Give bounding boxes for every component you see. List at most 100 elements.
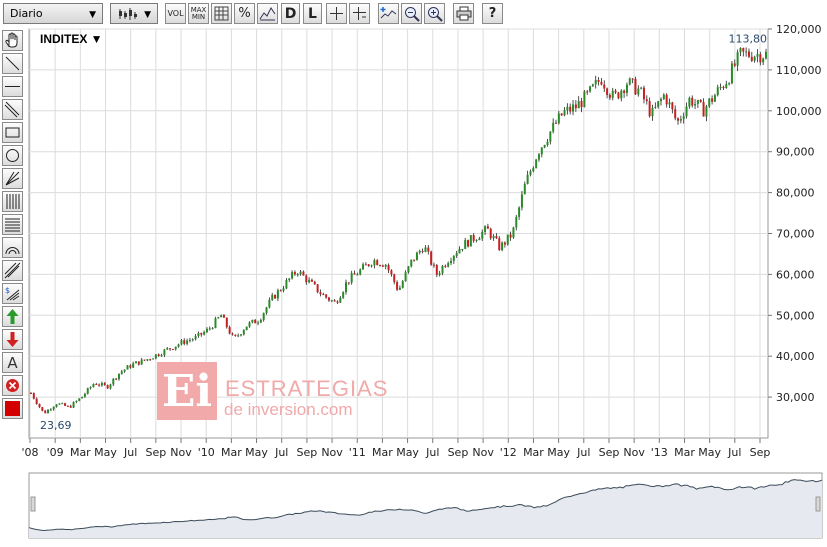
candle-body [464, 240, 467, 249]
pan-tool-button[interactable] [2, 30, 23, 51]
fan-icon [5, 171, 20, 186]
candle-body [682, 116, 685, 120]
candle-body [66, 405, 69, 407]
zoom-in-button[interactable] [424, 3, 445, 24]
percent-label: % [238, 6, 251, 21]
delete-drawings-button[interactable] [2, 375, 23, 396]
candle-body [407, 266, 410, 273]
candle-body [135, 361, 137, 364]
watermark-line1: ESTRATEGIAS [225, 376, 389, 401]
help-button[interactable]: ? [482, 3, 503, 24]
horizontal-line-tool-button[interactable] [2, 76, 23, 97]
candle-body [489, 228, 492, 239]
candle-body [475, 240, 478, 242]
zoom-in-icon [427, 6, 443, 22]
rectangle-tool-button[interactable] [2, 122, 23, 143]
channel-icon [4, 101, 20, 118]
candle-body [739, 47, 742, 53]
circle-tool-button[interactable] [2, 145, 23, 166]
percent-button[interactable]: % [234, 3, 255, 24]
candle-body [600, 81, 603, 85]
x-tick-label: Sep [750, 446, 771, 459]
l-button[interactable]: L [303, 3, 322, 24]
candle-body [699, 99, 702, 103]
circle-icon [6, 149, 19, 162]
candle-body [339, 297, 342, 303]
min-value-label: 23,69 [40, 419, 72, 432]
candle-body [274, 294, 277, 299]
candle-body [762, 58, 765, 63]
candle-body [52, 406, 55, 410]
candle-body [671, 102, 674, 110]
candle-body [55, 404, 58, 407]
candle-body [186, 340, 189, 344]
crosshair-value-button[interactable] [349, 3, 370, 24]
candle-body [356, 274, 359, 276]
candle-body [694, 103, 697, 106]
speed-lines-tool-button[interactable]: $ [2, 283, 23, 304]
candle-body [132, 363, 135, 368]
color-picker-button[interactable] [2, 398, 23, 419]
candle-body [557, 113, 560, 124]
crosshair-button[interactable] [326, 3, 347, 24]
grid-button[interactable] [211, 3, 232, 24]
candle-body [225, 317, 228, 328]
candle-body [696, 99, 699, 104]
d-button[interactable]: D [281, 3, 300, 24]
candle-body [211, 327, 214, 329]
x-tick-label: Nov [170, 446, 192, 459]
candle-body [58, 403, 61, 405]
navigator-right-handle[interactable] [815, 496, 821, 512]
print-button[interactable] [453, 3, 474, 24]
chart-type-select[interactable]: ▼ [110, 3, 158, 24]
trendline-tool-button[interactable] [2, 53, 23, 74]
candle-body [631, 78, 634, 80]
vertical-lines-icon [6, 194, 20, 209]
sell-arrow-tool-button[interactable] [2, 329, 23, 350]
d-label: D [284, 5, 297, 22]
zoom-area-button[interactable] [378, 3, 399, 24]
symbol-selector[interactable]: INDITEX ▼ [40, 32, 103, 46]
maxmin-button[interactable]: MAX MIN [188, 3, 209, 24]
text-tool-button[interactable]: A [2, 352, 23, 373]
navigator-left-handle[interactable] [30, 496, 36, 512]
arc-tool-button[interactable] [2, 237, 23, 258]
candle-body [509, 234, 512, 238]
y-tick-label: 120,000 [776, 23, 822, 36]
channel-tool-button[interactable] [2, 99, 23, 120]
candle-body [577, 101, 580, 109]
candle-body [157, 354, 160, 356]
candle-body [200, 332, 203, 335]
x-tick-label: '10 [198, 446, 215, 459]
x-tick-label: '12 [500, 446, 517, 459]
buy-arrow-tool-button[interactable] [2, 306, 23, 327]
candle-body [69, 405, 72, 408]
candle-body [651, 107, 654, 117]
fan-tool-button[interactable] [2, 168, 23, 189]
horizontal-grid-tool-button[interactable] [2, 214, 23, 235]
candle-body [566, 106, 569, 111]
candle-body [543, 145, 546, 148]
speed-lines-icon: $ [5, 286, 20, 301]
candle-body [143, 359, 146, 361]
candle-body [702, 102, 705, 117]
candle-body [257, 322, 260, 324]
parallel-tool-button[interactable] [2, 260, 23, 281]
candle-body [376, 260, 379, 266]
candle-body [262, 313, 265, 320]
x-tick-label: Sep [448, 446, 469, 459]
x-tick-label: Sep [297, 446, 318, 459]
vertical-grid-tool-button[interactable] [2, 191, 23, 212]
navigator-area [29, 479, 822, 538]
period-select[interactable]: Diario ▼ [3, 3, 103, 24]
compare-button[interactable] [257, 3, 278, 24]
volume-button[interactable]: VOL [165, 3, 186, 24]
zoom-out-button[interactable] [401, 3, 422, 24]
candle-body [427, 247, 430, 252]
candle-body [424, 247, 427, 252]
chevron-down-icon: ▼ [144, 10, 151, 20]
candle-body [438, 273, 441, 275]
candle-body [523, 183, 526, 195]
candle-body [458, 249, 461, 254]
